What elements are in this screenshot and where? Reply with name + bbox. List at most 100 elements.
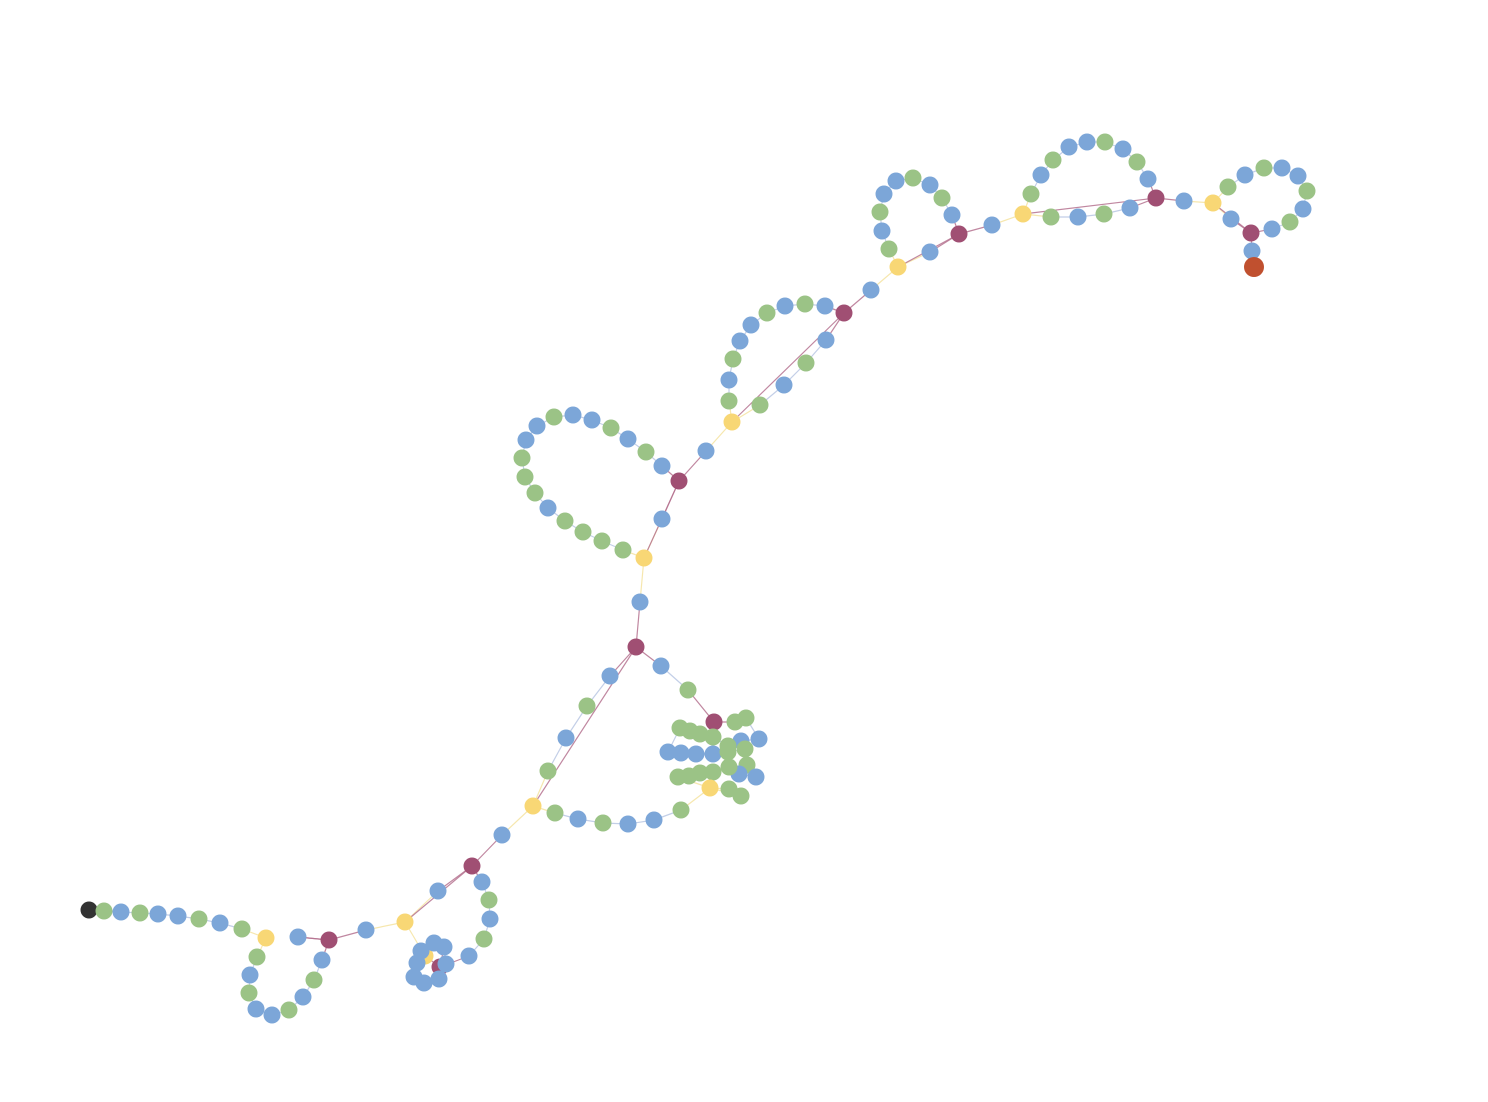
graph-node-green xyxy=(704,763,722,781)
graph-node-blue xyxy=(1222,210,1240,228)
graph-node-blue xyxy=(263,1006,281,1024)
graph-node-blue xyxy=(601,667,619,685)
graph-node-yellow xyxy=(524,797,542,815)
graph-node-blue xyxy=(405,968,423,986)
graph-node-blue xyxy=(1294,200,1312,218)
nodes-layer xyxy=(80,133,1316,1024)
graph-node-blue xyxy=(1263,220,1281,238)
graph-node-blue xyxy=(557,729,575,747)
graph-node-blue xyxy=(460,947,478,965)
graph-node-blue xyxy=(1175,192,1193,210)
graph-node-green xyxy=(732,787,750,805)
graph-node-blue xyxy=(672,744,690,762)
graph-node-blue xyxy=(569,810,587,828)
graph-node-green xyxy=(1022,185,1040,203)
graph-node-blue xyxy=(149,905,167,923)
graph-node-green xyxy=(305,971,323,989)
graph-node-blue xyxy=(619,815,637,833)
graph-node-green xyxy=(480,891,498,909)
graph-node-blue xyxy=(583,411,601,429)
graph-node-blue xyxy=(645,811,663,829)
graph-node-blue xyxy=(241,966,259,984)
graph-node-blue xyxy=(112,903,130,921)
graph-node-green xyxy=(280,1001,298,1019)
graph-node-blue xyxy=(429,882,447,900)
graph-node-green xyxy=(578,697,596,715)
graph-node-green xyxy=(526,484,544,502)
graph-node-blue xyxy=(517,431,535,449)
graph-node-purple xyxy=(670,472,688,490)
graph-node-blue xyxy=(652,657,670,675)
graph-node-green xyxy=(751,396,769,414)
graph-node-green xyxy=(1096,133,1114,151)
graph-node-yellow xyxy=(635,549,653,567)
graph-node-green xyxy=(933,189,951,207)
graph-node-blue xyxy=(357,921,375,939)
graph-node-blue xyxy=(1236,166,1254,184)
graph-node-blue xyxy=(817,331,835,349)
graph-node-blue xyxy=(862,281,880,299)
graph-node-blue xyxy=(437,955,455,973)
graph-node-blue xyxy=(247,1000,265,1018)
graph-node-green xyxy=(719,743,737,761)
graph-node-blue xyxy=(875,185,893,203)
graph-node-blue xyxy=(887,172,905,190)
edges-layer xyxy=(88,141,1308,1016)
graph-node-green xyxy=(545,408,563,426)
graph-node-blue xyxy=(687,745,705,763)
graph-node-green xyxy=(95,902,113,920)
graph-node-purple xyxy=(463,857,481,875)
graph-node-blue xyxy=(747,768,765,786)
graph-node-blue xyxy=(704,745,722,763)
graph-node-yellow xyxy=(701,779,719,797)
graph-node-purple xyxy=(1242,224,1260,242)
graph-node-green xyxy=(679,681,697,699)
graph-node-green xyxy=(574,523,592,541)
graph-node-green xyxy=(737,709,755,727)
graph-node-yellow xyxy=(1204,194,1222,212)
graph-node-green xyxy=(904,169,922,187)
graph-node-blue xyxy=(1060,138,1078,156)
graph-edge xyxy=(532,646,637,807)
graph-node-blue xyxy=(313,951,331,969)
graph-node-blue xyxy=(481,910,499,928)
graph-node-green xyxy=(593,532,611,550)
graph-node-blue xyxy=(430,970,448,988)
graph-node-blue xyxy=(473,873,491,891)
graph-node-green xyxy=(190,910,208,928)
graph-node-green xyxy=(1298,182,1316,200)
graph-node-green xyxy=(637,443,655,461)
graph-node-green xyxy=(248,948,266,966)
graph-node-green xyxy=(131,904,149,922)
graph-node-blue xyxy=(653,457,671,475)
graph-node-blue xyxy=(1121,199,1139,217)
graph-node-blue xyxy=(742,316,760,334)
graph-node-green xyxy=(669,768,687,786)
graph-node-blue xyxy=(1273,159,1291,177)
graph-node-yellow xyxy=(723,413,741,431)
graph-node-blue xyxy=(1069,208,1087,226)
graph-node-green xyxy=(475,930,493,948)
graph-node-green xyxy=(797,354,815,372)
graph-node-blue xyxy=(873,222,891,240)
graph-node-green xyxy=(736,740,754,758)
graph-node-green xyxy=(704,728,722,746)
graph-node-blue xyxy=(921,243,939,261)
graph-node-yellow xyxy=(1014,205,1032,223)
graph-node-blue xyxy=(493,826,511,844)
graph-node-green xyxy=(1281,213,1299,231)
graph-node-green xyxy=(671,719,689,737)
graph-node-green xyxy=(516,468,534,486)
graph-node-green xyxy=(720,758,738,776)
graph-node-yellow xyxy=(257,929,275,947)
graph-node-green xyxy=(1042,208,1060,226)
graph-node-purple xyxy=(950,225,968,243)
graph-node-blue xyxy=(653,510,671,528)
graph-node-green xyxy=(871,203,889,221)
graph-node-green xyxy=(1095,205,1113,223)
graph-node-blue xyxy=(619,430,637,448)
graph-node-purple xyxy=(320,931,338,949)
graph-node-blue xyxy=(921,176,939,194)
graph-node-blue xyxy=(631,593,649,611)
